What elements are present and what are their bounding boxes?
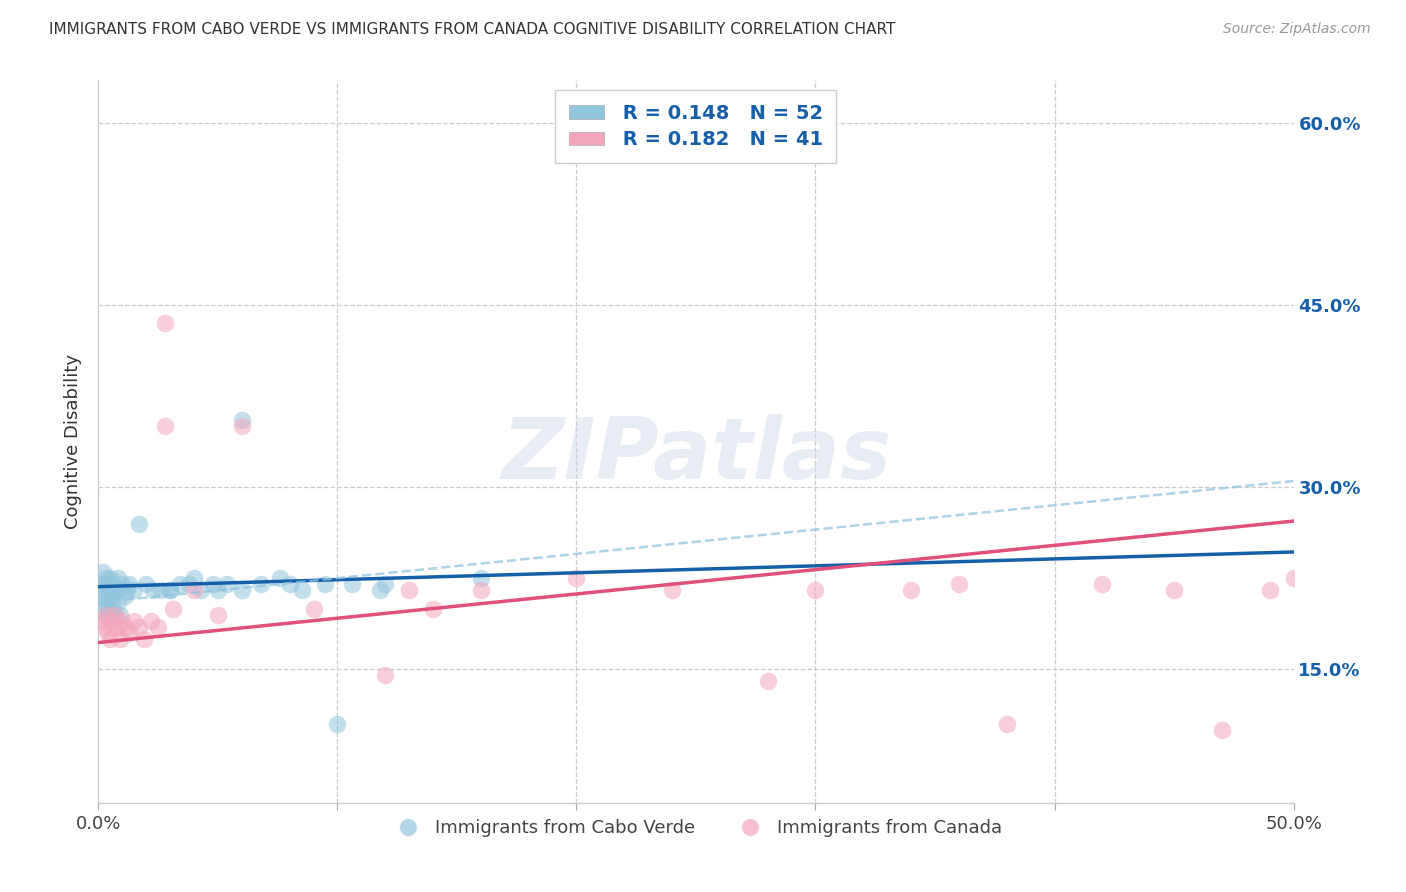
Point — [139, 614, 162, 628]
Point — [207, 583, 229, 598]
Point — [97, 625, 120, 640]
Point — [90, 577, 112, 591]
Point — [111, 614, 134, 628]
Point — [278, 577, 301, 591]
Point — [114, 620, 136, 634]
Point — [315, 577, 337, 591]
Point — [91, 601, 114, 615]
Point — [108, 607, 131, 622]
Point — [302, 601, 325, 615]
Point — [1282, 571, 1305, 585]
Point — [1258, 583, 1281, 598]
Point — [101, 601, 124, 615]
Point — [422, 601, 444, 615]
Point — [398, 583, 420, 598]
Point — [1163, 583, 1185, 598]
Point — [98, 632, 122, 646]
Point — [374, 668, 396, 682]
Point — [169, 577, 191, 591]
Text: IMMIGRANTS FROM CABO VERDE VS IMMIGRANTS FROM CANADA COGNITIVE DISABILITY CORREL: IMMIGRANTS FROM CABO VERDE VS IMMIGRANTS… — [49, 22, 896, 37]
Point — [291, 583, 314, 598]
Point — [370, 583, 392, 598]
Legend: Immigrants from Cabo Verde, Immigrants from Canada: Immigrants from Cabo Verde, Immigrants f… — [382, 812, 1010, 845]
Point — [90, 590, 112, 604]
Point — [756, 674, 779, 689]
Point — [90, 614, 112, 628]
Point — [470, 583, 492, 598]
Point — [470, 571, 492, 585]
Point — [250, 577, 273, 591]
Point — [202, 577, 225, 591]
Point — [190, 583, 212, 598]
Point — [107, 595, 129, 609]
Point — [111, 577, 134, 591]
Point — [661, 583, 683, 598]
Point — [101, 577, 124, 591]
Point — [948, 577, 970, 591]
Point — [142, 583, 165, 598]
Point — [1211, 723, 1233, 737]
Point — [128, 516, 150, 531]
Point — [107, 620, 129, 634]
Point — [124, 614, 146, 628]
Point — [107, 571, 129, 585]
Point — [135, 577, 157, 591]
Point — [97, 601, 120, 615]
Point — [231, 419, 253, 434]
Point — [159, 583, 181, 598]
Point — [565, 571, 588, 585]
Point — [94, 595, 117, 609]
Point — [108, 632, 131, 646]
Y-axis label: Cognitive Disability: Cognitive Disability — [63, 354, 82, 529]
Point — [97, 590, 120, 604]
Text: Source: ZipAtlas.com: Source: ZipAtlas.com — [1223, 22, 1371, 37]
Point — [98, 595, 122, 609]
Point — [91, 565, 114, 579]
Point — [98, 583, 122, 598]
Point — [269, 571, 291, 585]
Point — [149, 583, 172, 598]
Point — [98, 614, 122, 628]
Point — [94, 571, 117, 585]
Point — [162, 601, 184, 615]
Point — [101, 620, 124, 634]
Point — [115, 583, 138, 598]
Point — [155, 316, 177, 330]
Point — [118, 625, 141, 640]
Point — [231, 413, 253, 427]
Text: ZIPatlas: ZIPatlas — [501, 415, 891, 498]
Point — [179, 577, 201, 591]
Point — [374, 577, 396, 591]
Point — [183, 583, 205, 598]
Point — [207, 607, 229, 622]
Point — [155, 419, 177, 434]
Point — [128, 620, 150, 634]
Point — [340, 577, 363, 591]
Point — [132, 632, 155, 646]
Point — [98, 571, 122, 585]
Point — [900, 583, 922, 598]
Point — [114, 590, 136, 604]
Point — [118, 577, 141, 591]
Point — [104, 607, 127, 622]
Point — [1091, 577, 1114, 591]
Point — [104, 583, 127, 598]
Point — [804, 583, 827, 598]
Point — [148, 620, 170, 634]
Point — [217, 577, 239, 591]
Point — [91, 583, 114, 598]
Point — [91, 620, 114, 634]
Point — [124, 583, 146, 598]
Point — [183, 571, 205, 585]
Point — [94, 607, 117, 622]
Point — [108, 583, 131, 598]
Point — [104, 607, 127, 622]
Point — [995, 717, 1018, 731]
Point — [97, 577, 120, 591]
Point — [159, 583, 181, 598]
Point — [231, 583, 253, 598]
Point — [94, 607, 117, 622]
Point — [326, 717, 349, 731]
